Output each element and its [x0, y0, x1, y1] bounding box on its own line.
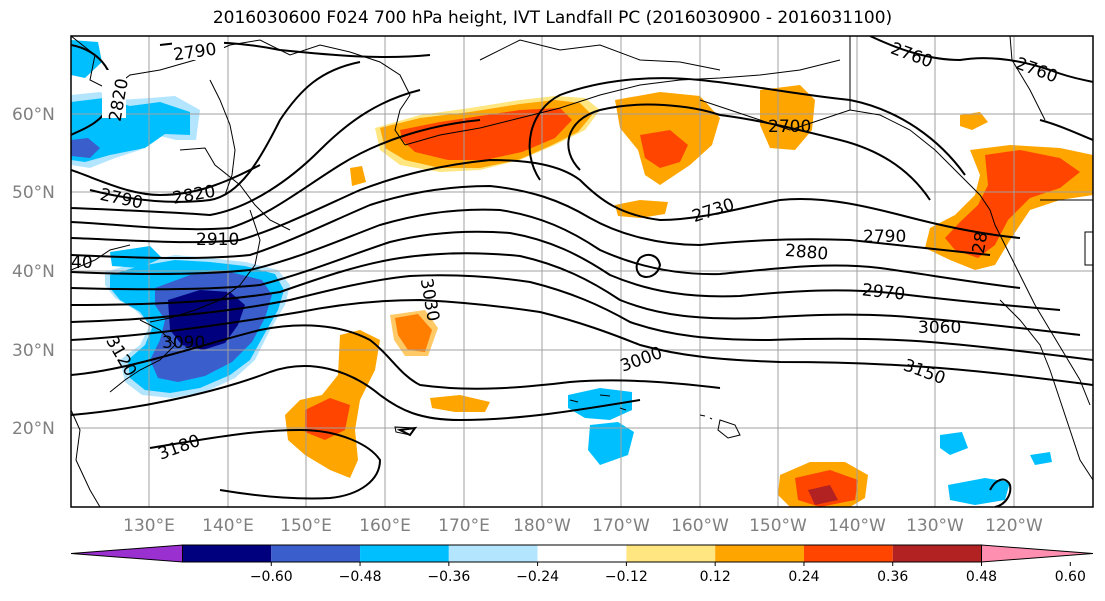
colorbar-segment [626, 545, 716, 562]
contour-label: 3090 [162, 333, 205, 353]
contour-label: 2730 [690, 195, 737, 227]
colorbar-frame [181, 544, 983, 563]
shade-orange-cp3 [430, 395, 490, 412]
contour-label: 2700 [768, 117, 811, 137]
lon-label: 140°E [202, 516, 254, 536]
lat-label: 50°N [12, 183, 55, 203]
latitude-labels: 60°N 50°N 40°N 30°N 20°N [12, 105, 55, 439]
contour-label: 28 [969, 230, 992, 255]
lon-label: 130°W [906, 516, 964, 536]
contour-label: 3060 [918, 318, 961, 338]
lon-label: 130°E [123, 516, 175, 536]
colorbar-tick-label: −0.60 [250, 569, 293, 585]
shade-orange-small1 [615, 200, 668, 218]
gridlines [71, 36, 1093, 507]
colorbar-segment [182, 545, 272, 562]
lon-label: 160°E [359, 516, 411, 536]
colorbar-segment [715, 545, 804, 562]
lon-label: 170°E [438, 516, 490, 536]
colorbar-segment [448, 545, 538, 562]
colorbar-tick-label: 0.12 [700, 569, 731, 585]
colorbar-tick-label: −0.24 [516, 569, 559, 585]
contour-label: 2970 [861, 280, 906, 304]
shade-orange-small2 [350, 166, 366, 186]
shade-blue-se3 [1030, 452, 1052, 465]
contour-label: 3150 [900, 355, 947, 389]
lat-label: 40°N [12, 262, 55, 282]
height-contours [71, 36, 1093, 507]
colorbar-segment [803, 545, 893, 562]
shade-red-cp1 [305, 398, 350, 440]
shade-darkred-se [808, 485, 838, 505]
contour-label: 2880 [784, 241, 829, 265]
contour-label: 3000 [618, 343, 665, 377]
contour-label: 40 [71, 253, 93, 273]
lat-label: 60°N [12, 105, 55, 125]
colorbar-segment [537, 545, 627, 562]
colorbar-tick-label: 0.48 [966, 569, 997, 585]
colorbar-tick-label: −0.36 [427, 569, 470, 585]
shade-red-gulf [640, 130, 688, 168]
lon-label: 180°W [513, 516, 571, 536]
colorbar: −0.60 −0.48 −0.36 −0.24 −0.12 0.12 0.24 0.36 0.4… [70, 544, 1094, 585]
lat-label: 30°N [12, 341, 55, 361]
contour-label: 2820 [171, 182, 217, 209]
shade-orange-ne1 [960, 112, 988, 130]
longitude-labels: 130°E 140°E 150°E 160°E 170°E 180°W 170°… [123, 516, 1043, 536]
shade-orange-cp2 [390, 310, 438, 356]
shade-blue-nw [71, 40, 102, 78]
colorbar-tick-label: 0.36 [877, 569, 908, 585]
shade-red-coast [945, 150, 1080, 258]
lat-label: 20°N [12, 419, 55, 439]
map-title: 2016030600 F024 700 hPa height, IVT Land… [212, 8, 893, 28]
colorbar-segment [892, 545, 982, 562]
lon-label: 160°W [671, 516, 729, 536]
contour-label: 2790 [863, 227, 906, 247]
lon-label: 120°W [985, 516, 1043, 536]
shade-blue-hawaii2 [588, 422, 634, 465]
contour-label: 3180 [155, 431, 202, 465]
lon-label: 150°E [280, 516, 332, 536]
shade-blue-se1 [940, 432, 968, 455]
colorbar-tick-label: 0.60 [1055, 569, 1086, 585]
contour-label: 2760 [1013, 54, 1060, 88]
shade-blue-nw4 [71, 138, 100, 158]
colorbar-extend-high [981, 544, 1094, 563]
contour-label: 2910 [196, 230, 239, 250]
map-frame [70, 35, 1094, 508]
lon-label: 140°W [828, 516, 886, 536]
shade-blue-se2 [948, 478, 1010, 505]
shade-blue-japan-dark [168, 290, 245, 350]
colorbar-tick-label: 0.24 [788, 569, 819, 585]
colorbar-tick-label: −0.48 [339, 569, 382, 585]
colorbar-segment [360, 545, 449, 562]
lon-label: 150°W [749, 516, 807, 536]
shade-orange-gulf2 [760, 85, 815, 150]
shade-blue-hawaii [568, 388, 632, 420]
lon-label: 170°W [592, 516, 650, 536]
colorbar-tick-label: −0.12 [605, 569, 648, 585]
colorbar-extend-low [70, 544, 183, 563]
contour-label: 2760 [888, 39, 935, 73]
coastlines [71, 36, 1093, 507]
colorbar-segment [271, 545, 361, 562]
